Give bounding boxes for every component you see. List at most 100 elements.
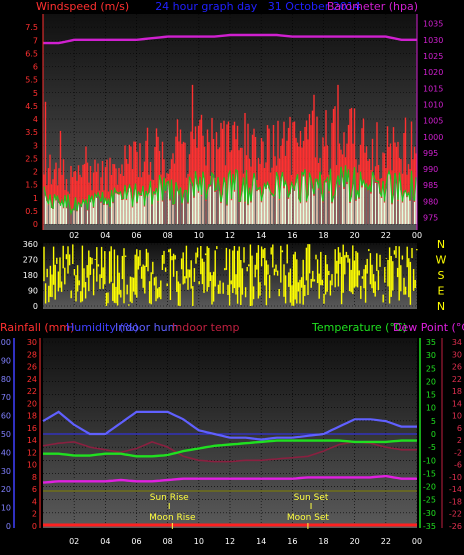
x-tick-label: 10: [194, 231, 204, 240]
barometer-tick: 1025: [423, 52, 443, 61]
direction-tick: 90: [28, 287, 38, 296]
barometer-tick: 1020: [423, 68, 443, 77]
barometer-tick: 995: [423, 149, 438, 158]
temperature-tick: -30: [423, 509, 436, 518]
humidity-tick: 100: [0, 338, 11, 347]
windspeed-tick: 4: [33, 115, 38, 124]
x-tick-label: 14: [256, 231, 266, 240]
direction-tick: 270: [23, 256, 38, 265]
x-tick-label: 12: [225, 537, 235, 546]
barometer-tick-labels: 975 980 985 990 995 1000 1005 1010 1015 1020 1025 1…: [423, 20, 443, 223]
humidity-tick: 20: [1, 485, 11, 494]
x-tick-label: 00: [412, 231, 422, 240]
rainfall-tick: 24: [27, 375, 37, 384]
barometer-line: [43, 33, 417, 45]
rainfall-tick: 10: [27, 461, 37, 470]
windspeed-tick: 6.5: [25, 49, 38, 58]
barometer-tick: 1000: [423, 133, 443, 142]
barometer-tick: 1010: [423, 100, 443, 109]
indoor-temp-tick: -14: [449, 485, 462, 494]
humidity-tick: 70: [1, 393, 11, 402]
wind-average-line: [43, 165, 417, 216]
indoor-temp-tick: 22: [452, 375, 462, 384]
temperature-tick: -10: [423, 456, 436, 465]
humidity-tick: 90: [1, 356, 11, 365]
x-tick-label: 18: [318, 231, 328, 240]
windspeed-tick: 7: [33, 36, 38, 45]
x-tick-label: 20: [350, 537, 360, 546]
temperature-tick: 0: [431, 430, 436, 439]
barometer-tick: 1035: [423, 20, 443, 29]
indoor-temp-tick: 30: [452, 350, 462, 359]
direction-tick: 0: [33, 302, 38, 311]
temperature-tick: -20: [423, 483, 436, 492]
windspeed-tick: 0: [33, 220, 38, 229]
windspeed-axis-title: Windspeed (m/s): [36, 0, 129, 13]
x-tick-label: 18: [318, 537, 328, 546]
indoor-temp-tick: -6: [454, 461, 462, 470]
barometer-axis-title: Barometer (hpa): [327, 0, 418, 13]
temperature-tick: 10: [426, 404, 436, 413]
temperature-tick: -5: [428, 443, 436, 452]
x-tick-label: 10: [194, 537, 204, 546]
indoor-temp-tick: -26: [449, 522, 462, 531]
x-tick-label: 06: [131, 231, 141, 240]
x-tick-label: 22: [381, 537, 391, 546]
humidity-line: [42, 410, 417, 441]
humidity-tick: 30: [1, 467, 11, 476]
windspeed-tick: 2: [33, 168, 38, 177]
temperature-tick: 20: [426, 377, 436, 386]
compass-label: W: [436, 254, 447, 267]
rainfall-tick: 20: [27, 399, 37, 408]
temperature-tick: 30: [426, 351, 436, 360]
moon-event-label: Moon Set: [287, 513, 330, 523]
windspeed-tick: 4.5: [25, 102, 38, 111]
sun-event-label: Sun Rise: [150, 493, 189, 503]
indoor-temp-tick: -22: [449, 510, 462, 519]
barometer-tick: 1015: [423, 84, 443, 93]
x-tick-label: 08: [163, 537, 173, 546]
rainfall-tick: 6: [32, 485, 37, 494]
compass-label: S: [438, 269, 445, 282]
dewpoint-line: [42, 474, 417, 484]
sun-event-label: Sun Set: [294, 493, 329, 503]
rainfall-axis-title: Rainfall (mm): [0, 321, 74, 334]
humidity-tick: 40: [1, 448, 11, 457]
indoor-temp-tick: 14: [452, 399, 462, 408]
windspeed-tick: 1: [33, 194, 38, 203]
x-tick-label: 12: [225, 231, 235, 240]
humidity-tick: 60: [1, 412, 11, 421]
indoor-temp-tick: 34: [452, 338, 462, 347]
indoor-temp-tick: -2: [454, 448, 462, 457]
windspeed-tick: 7.5: [25, 23, 38, 32]
humidity-tick: 0: [6, 522, 11, 531]
indoor-temp-tick: 2: [457, 436, 462, 445]
windspeed-tick: 3.5: [25, 128, 38, 137]
rainfall-tick: 2: [32, 510, 37, 519]
windspeed-tick-labels: 0 0.5 1 1.5 2 2.5 3 3.5 4 4.5 5 5.5 6 6.5 7 7.5: [25, 23, 38, 229]
direction-tick-labels: 0 90 180 270 360: [23, 240, 38, 311]
temperature-tick: 15: [426, 391, 436, 400]
windspeed-tick: 2.5: [25, 154, 38, 163]
indoor-temp-tick: 18: [452, 387, 462, 396]
humidity-tick-labels: 0 10 20 30 40 50 60 70 80 90 100: [0, 338, 11, 531]
x-tick-label: 16: [287, 231, 297, 240]
rainfall-tick: 0: [32, 522, 37, 531]
rainfall-tick: 16: [27, 424, 37, 433]
windspeed-tick: 1.5: [25, 181, 38, 190]
barometer-tick: 975: [423, 214, 438, 223]
rainfall-tick: 8: [32, 473, 37, 482]
indoor-temp-tick: -10: [449, 473, 462, 482]
barometer-tick: 980: [423, 197, 438, 206]
windspeed-tick: 5.5: [25, 76, 38, 85]
temperature-tick: 35: [426, 338, 436, 347]
temperature-tick: -25: [423, 496, 436, 505]
indoor-temp-tick: 10: [452, 412, 462, 421]
x-tick-label: 00: [412, 537, 422, 546]
dewpoint-axis-title: Dew Point (°C): [393, 321, 464, 334]
x-tick-label: 14: [256, 537, 266, 546]
rainfall-tick: 4: [32, 497, 37, 506]
compass-label: N: [437, 300, 445, 313]
